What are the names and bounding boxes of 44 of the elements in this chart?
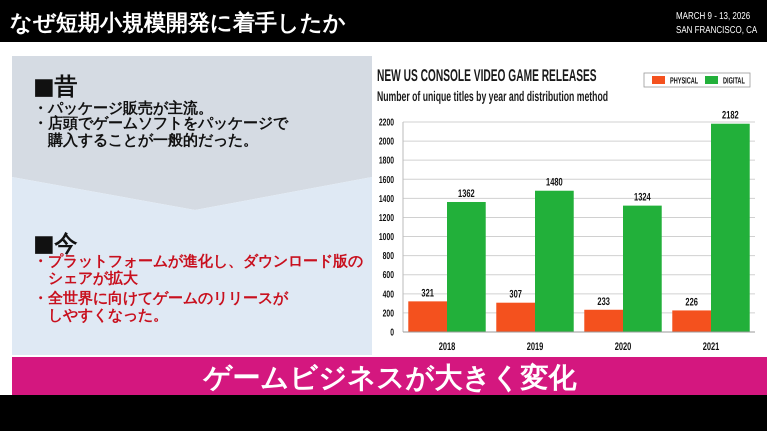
bar	[711, 124, 750, 332]
y-tick-label: 1800	[378, 154, 394, 166]
data-label: 1324	[634, 190, 652, 203]
y-tick-label: 400	[382, 288, 394, 300]
data-label: 233	[597, 294, 610, 308]
y-tick-label: 1000	[378, 230, 394, 242]
data-label: 1362	[458, 186, 475, 200]
x-tick-label: 2020	[614, 339, 632, 352]
bar	[408, 301, 447, 332]
y-tick-label: 800	[382, 250, 394, 262]
bar	[623, 206, 662, 332]
y-tick-label: 200	[382, 307, 394, 319]
y-tick-label: 1600	[378, 173, 394, 186]
text: MARCH 9 - 13, 2026	[676, 10, 750, 22]
text: ・プラットフォームが進化し、ダウンロード版のシェアが拡大	[33, 253, 364, 287]
bar	[447, 202, 486, 332]
x-tick-label: 2019	[526, 339, 544, 352]
data-label: 226	[685, 294, 698, 308]
text: SAN FRANCISCO, CA	[676, 24, 758, 36]
bar	[584, 310, 623, 332]
data-label: 307	[509, 287, 522, 300]
y-tick-label: 600	[382, 268, 394, 281]
chart-subtitle: Number of unique titles by year and distribution method	[377, 88, 608, 105]
chart-title: NEW US CONSOLE VIDEO GAME RELEASES	[377, 65, 597, 85]
y-tick-label: 0	[390, 326, 394, 338]
bar	[535, 190, 574, 332]
data-label: 1480	[546, 175, 563, 188]
y-tick-label: 2000	[378, 135, 394, 147]
text: ■昔	[33, 74, 78, 100]
bar	[496, 302, 535, 332]
data-label: 321	[421, 286, 434, 299]
text: ゲームビジネスが大きく変化	[202, 361, 578, 394]
data-label: 2182	[722, 108, 739, 122]
x-tick-label: 2018	[438, 339, 456, 352]
legend-label: DIGITAL	[723, 75, 746, 86]
text: ・全世界に向けてゲームのリリースがしやすくなった。	[33, 289, 290, 324]
y-tick-label: 2200	[378, 116, 394, 128]
y-tick-label: 1200	[378, 212, 394, 224]
x-tick-label: 2021	[702, 339, 720, 352]
legend-label: PHYSICAL	[670, 75, 698, 86]
text: なぜ短期小規模開発に着手したか	[10, 10, 346, 36]
y-tick-label: 1400	[378, 192, 394, 204]
text: ・店頭でゲームソフトをパッケージで購入することが一般的だった。	[33, 115, 290, 149]
bar	[672, 310, 711, 332]
